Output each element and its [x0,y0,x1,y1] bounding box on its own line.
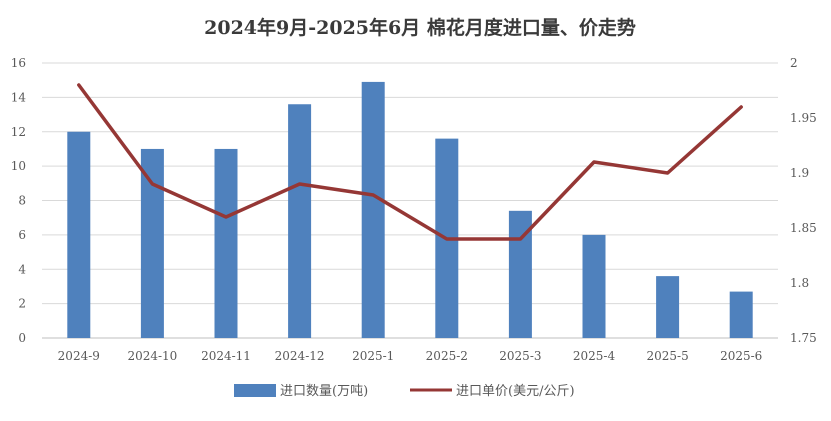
y-right-tick-label: 2 [790,56,798,70]
bar [215,149,238,338]
bar [141,149,164,338]
y-left-tick-label: 12 [11,125,26,139]
y-left-tick-label: 16 [11,56,26,70]
bar-series [67,82,752,338]
x-tick-label: 2024-12 [275,349,325,363]
x-tick-label: 2024-10 [127,349,177,363]
bar [656,276,679,338]
x-tick-label: 2024-11 [201,349,251,363]
y-left-tick-label: 0 [18,331,26,345]
y-left-tick-label: 10 [11,159,26,173]
y-left-tick-label: 6 [18,228,26,242]
y-right-tick-label: 1.75 [790,331,817,345]
y-right-tick-label: 1.9 [790,166,809,180]
chart-title: 2024年9月-2025年6月 棉花月度进口量、价走势 [204,16,636,39]
y-left-tick-label: 2 [18,297,26,311]
legend-bar-label: 进口数量(万吨) [280,384,368,399]
y-right-tick-label: 1.95 [790,111,817,125]
y-right-tick-label: 1.8 [790,276,809,290]
x-tick-label: 2024-9 [58,349,100,363]
x-tick-label: 2025-3 [499,349,541,363]
y-left-tick-label: 14 [11,90,27,104]
y-left-tick-label: 4 [18,262,26,276]
x-tick-label: 2025-6 [720,349,762,363]
y-left-tick-label: 8 [18,194,26,208]
price-line [79,85,741,239]
axes: 0 2 4 6 8 10 12 14 16 1.75 1.8 1.85 1.9 1.95 2 2024-9 20… [11,56,817,363]
bar [67,132,90,338]
legend: 进口数量(万吨) 进口单价(美元/公斤) [234,384,575,399]
legend-line-label: 进口单价(美元/公斤) [456,384,575,399]
legend-bar-swatch [234,384,276,397]
bar [362,82,385,338]
x-tick-label: 2025-5 [646,349,688,363]
x-tick-label: 2025-2 [426,349,468,363]
bar [730,292,753,338]
bar [583,235,606,338]
bar [288,104,311,338]
x-tick-label: 2025-1 [352,349,394,363]
y-right-tick-label: 1.85 [790,221,817,235]
x-tick-label: 2025-4 [573,349,616,363]
line-series [79,85,741,239]
